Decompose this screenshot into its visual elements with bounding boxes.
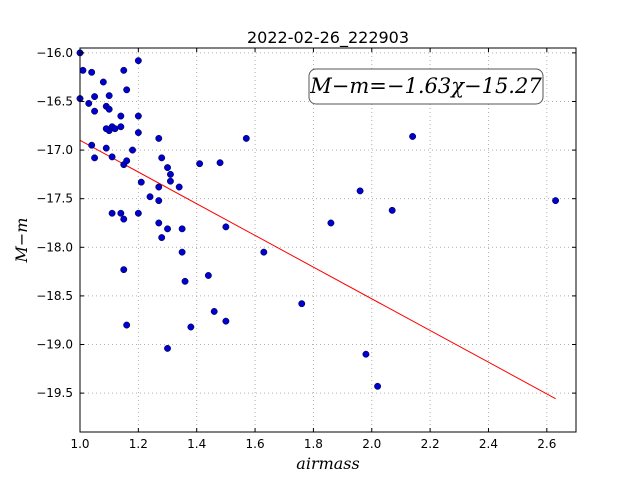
data-point xyxy=(175,183,183,191)
data-point xyxy=(120,215,128,223)
x-tick-label: 1.4 xyxy=(187,437,206,451)
x-tick-labels: 1.0 1.2 1.4 1.6 1.8 2.0 2.2 2.4 2.6 xyxy=(70,437,556,451)
data-point xyxy=(158,234,166,242)
y-tick-label: −17.0 xyxy=(36,143,73,157)
data-point xyxy=(134,129,142,137)
data-point xyxy=(79,66,87,74)
data-point xyxy=(374,382,382,390)
chart-title: 2022-02-26_222903 xyxy=(247,28,409,48)
data-point xyxy=(120,266,128,274)
data-point xyxy=(105,92,113,100)
data-point xyxy=(85,99,93,107)
x-tick-label: 1.0 xyxy=(70,437,89,451)
data-point xyxy=(178,225,186,233)
data-point xyxy=(102,144,110,152)
data-point xyxy=(166,170,174,178)
data-point xyxy=(196,160,204,168)
data-point xyxy=(137,178,145,186)
data-point xyxy=(327,219,335,227)
fit-equation-frame xyxy=(308,68,544,105)
data-point xyxy=(117,209,125,217)
x-tick-label: 2.4 xyxy=(479,437,498,451)
y-tick-label: −18.0 xyxy=(36,240,73,254)
data-point xyxy=(129,146,136,154)
data-point xyxy=(155,197,163,205)
data-point xyxy=(155,134,163,142)
y-tick-labels: −16.0 −16.5 −17.0 −17.5 −18.0 −18.5 −19.0 −19.5 xyxy=(36,46,73,400)
x-tick-label: 1.2 xyxy=(129,437,148,451)
y-tick-label: −19.5 xyxy=(36,386,73,400)
y-tick-label: −18.5 xyxy=(36,289,73,303)
x-tick-label: 2.2 xyxy=(421,437,440,451)
data-point xyxy=(242,134,250,142)
data-point xyxy=(356,187,364,195)
y-axis-label: M−m xyxy=(12,218,31,264)
data-point xyxy=(123,86,131,94)
x-tick-label: 1.6 xyxy=(246,437,265,451)
data-point xyxy=(204,272,212,279)
data-point xyxy=(99,78,107,86)
data-point xyxy=(88,68,96,76)
data-point xyxy=(388,206,396,214)
data-point xyxy=(178,248,186,256)
data-point xyxy=(134,57,142,65)
y-tick-label: −16.0 xyxy=(36,46,73,60)
data-point xyxy=(164,164,171,172)
data-point xyxy=(134,209,142,217)
fit-line-group xyxy=(79,139,556,400)
y-tick-label: −19.0 xyxy=(36,338,73,352)
data-point xyxy=(222,317,230,325)
data-point xyxy=(155,219,163,227)
grid-lines xyxy=(79,48,576,432)
data-point xyxy=(187,323,195,331)
data-point xyxy=(210,308,218,315)
y-tick-label: −17.5 xyxy=(36,192,73,206)
data-point xyxy=(117,112,125,120)
x-axis-label: airmass xyxy=(296,454,359,473)
x-tick-label: 1.8 xyxy=(304,437,323,451)
data-point xyxy=(362,350,370,358)
data-point xyxy=(164,225,171,233)
data-point xyxy=(158,154,166,162)
data-point xyxy=(91,154,99,162)
data-point xyxy=(105,105,113,113)
data-point xyxy=(88,141,96,149)
data-point xyxy=(123,157,131,165)
fit-equation-box: M−m=−1.63χ−15.27 xyxy=(308,68,544,105)
data-point xyxy=(91,93,99,101)
data-point xyxy=(552,197,560,205)
data-point xyxy=(216,159,224,167)
data-point xyxy=(409,133,417,140)
data-points xyxy=(76,49,560,390)
data-point xyxy=(181,277,189,285)
x-tick-label: 2.6 xyxy=(537,437,556,451)
data-point xyxy=(102,125,110,133)
data-point xyxy=(123,321,131,329)
data-point xyxy=(146,193,154,201)
data-point xyxy=(111,125,119,133)
plot-area xyxy=(80,48,576,432)
data-point xyxy=(91,107,99,115)
data-point xyxy=(120,66,128,74)
data-point xyxy=(155,183,163,191)
data-point xyxy=(260,248,268,256)
plot-frame xyxy=(79,47,577,433)
y-tick-label: −16.5 xyxy=(36,94,73,108)
axis-ticks xyxy=(79,48,576,432)
data-point xyxy=(298,300,306,308)
data-point xyxy=(117,123,125,131)
data-point xyxy=(108,153,116,161)
data-point xyxy=(164,344,171,352)
data-point xyxy=(134,112,142,120)
data-point xyxy=(166,177,174,185)
fit-equation: M−m=−1.63χ−15.27 xyxy=(309,74,542,98)
x-tick-label: 2.0 xyxy=(362,437,381,451)
data-point xyxy=(108,209,116,217)
data-point xyxy=(222,223,230,231)
fit-line xyxy=(79,139,556,400)
